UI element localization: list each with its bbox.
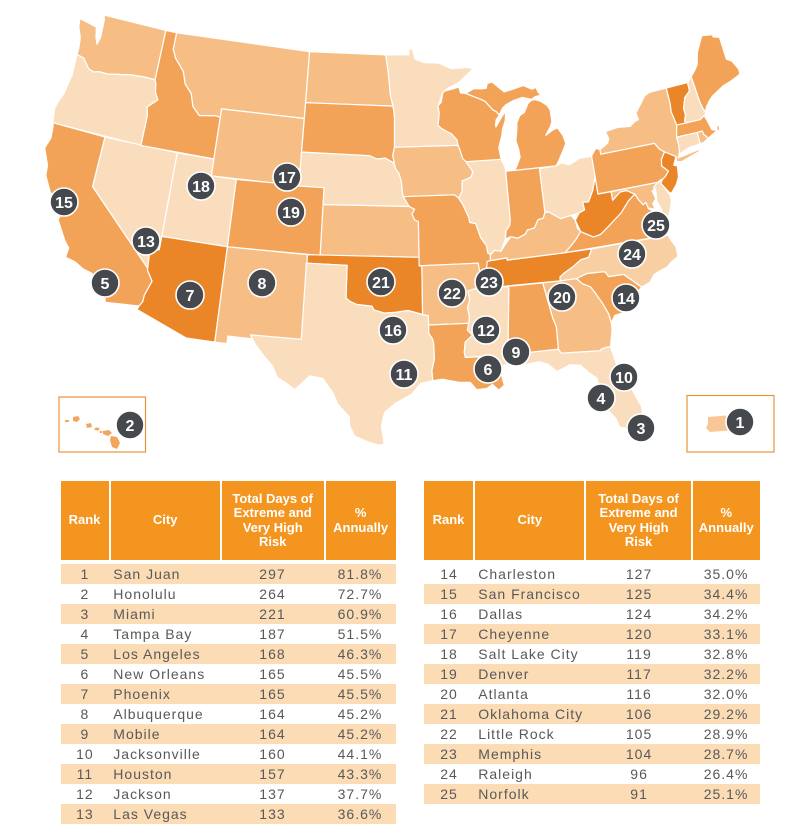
svg-text:10: 10 xyxy=(615,370,633,387)
svg-text:13: 13 xyxy=(137,234,155,251)
svg-text:24: 24 xyxy=(623,247,641,264)
svg-text:9: 9 xyxy=(512,345,521,362)
svg-text:20: 20 xyxy=(553,290,571,307)
svg-text:16: 16 xyxy=(384,323,402,340)
svg-text:15: 15 xyxy=(55,195,73,212)
svg-text:12: 12 xyxy=(477,323,495,340)
svg-text:14: 14 xyxy=(617,291,635,308)
svg-text:25: 25 xyxy=(647,218,665,235)
svg-text:1: 1 xyxy=(736,415,745,432)
svg-text:23: 23 xyxy=(480,275,498,292)
svg-text:21: 21 xyxy=(372,275,390,292)
svg-text:19: 19 xyxy=(282,205,300,222)
svg-text:5: 5 xyxy=(101,276,110,293)
svg-text:7: 7 xyxy=(186,288,195,305)
svg-text:3: 3 xyxy=(637,421,646,438)
svg-text:11: 11 xyxy=(396,367,413,384)
svg-text:2: 2 xyxy=(126,418,135,435)
svg-text:6: 6 xyxy=(484,362,493,379)
svg-text:17: 17 xyxy=(278,170,296,187)
svg-text:4: 4 xyxy=(597,391,606,408)
svg-text:18: 18 xyxy=(192,179,210,196)
svg-text:8: 8 xyxy=(258,276,267,293)
svg-text:22: 22 xyxy=(443,286,461,303)
